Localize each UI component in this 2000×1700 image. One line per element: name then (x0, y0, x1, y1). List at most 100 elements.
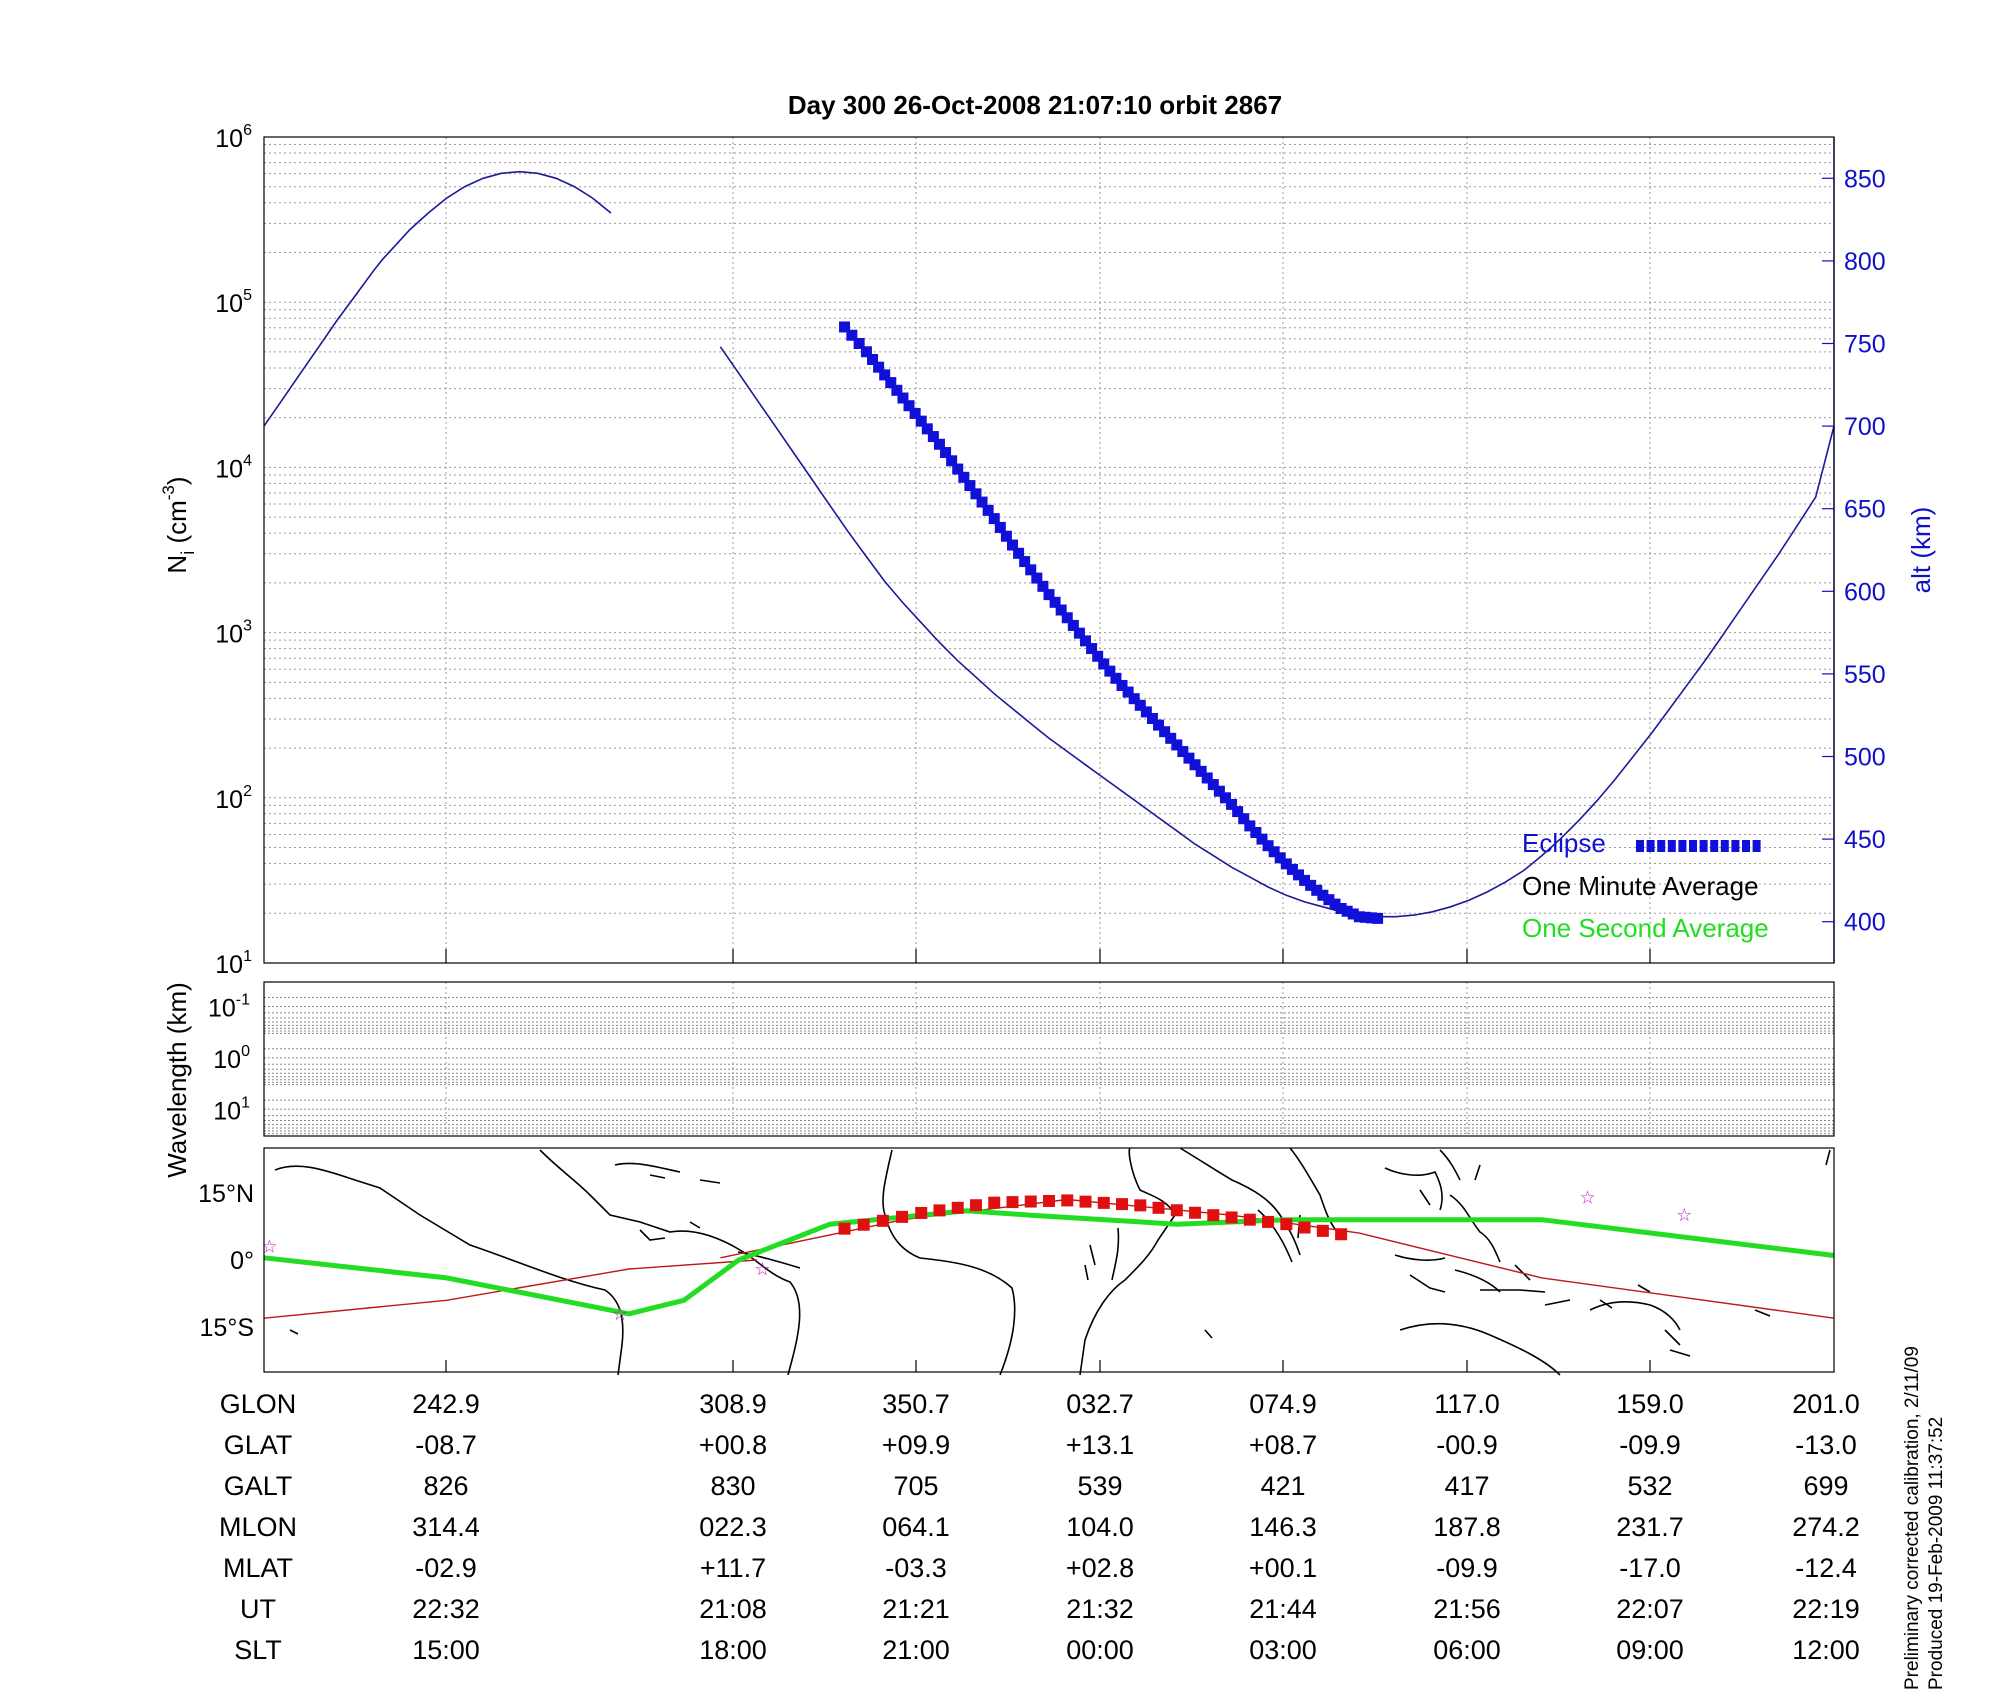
table-cell: 21:32 (1066, 1594, 1134, 1624)
table-row-label: GALT (224, 1471, 293, 1501)
legend-eclipse-swatch (1699, 840, 1708, 852)
eclipse-marker (1159, 726, 1171, 738)
eclipse-marker (1086, 643, 1098, 655)
table-cell: +02.8 (1066, 1553, 1134, 1583)
eclipse-track-marker (1043, 1194, 1055, 1207)
eclipse-marker (867, 353, 879, 365)
table-cell: 705 (893, 1471, 938, 1501)
eclipse-marker (1286, 863, 1298, 875)
table-cell: 22:19 (1792, 1594, 1860, 1624)
altitude-y-ticks: 400 450 500 550 600 650 700 750 800 850 (1822, 165, 1886, 937)
eclipse-marker (1092, 650, 1104, 662)
station-star-marker: ☆ (261, 1237, 277, 1258)
eclipse-marker (1207, 779, 1219, 791)
eclipse-marker (1256, 833, 1268, 845)
eclipse-track-marker (1006, 1196, 1019, 1209)
eclipse-marker (1116, 679, 1128, 691)
eclipse-track-marker (1225, 1211, 1238, 1224)
eclipse-marker (1347, 908, 1359, 920)
chart-title: Day 300 26-Oct-2008 21:07:10 orbit 2867 (788, 90, 1282, 120)
eclipse-marker (1341, 905, 1353, 917)
eclipse-track-marker (857, 1218, 870, 1231)
eclipse-marker (1213, 785, 1225, 797)
eclipse-track-marker (1116, 1198, 1129, 1211)
density-y-tick-label: 101 (215, 948, 252, 979)
table-cell: 21:44 (1249, 1594, 1317, 1624)
eclipse-marker (1226, 798, 1238, 810)
altitude-tick-label: 600 (1844, 578, 1886, 606)
legend-eclipse-swatch (1689, 840, 1697, 852)
eclipse-marker (909, 407, 921, 419)
eclipse-marker (1134, 699, 1146, 711)
eclipse-marker (1299, 874, 1311, 886)
eclipse-marker (1280, 858, 1292, 870)
wavelength-y-axis-label: Wavelength (km) (162, 982, 192, 1178)
ephemeris-table: GLON GLAT GALT MLON MLAT UT SLT 242.9 -08.7 826 31… (219, 1389, 1860, 1665)
table-cell: 532 (1627, 1471, 1672, 1501)
density-y-axis-label: Ni (cm-3) (159, 476, 198, 573)
eclipse-marker (873, 361, 885, 373)
table-cell: -00.9 (1436, 1430, 1498, 1460)
eclipse-marker (1274, 852, 1286, 864)
eclipse-marker (897, 392, 909, 404)
eclipse-marker (1372, 912, 1384, 924)
altitude-tick-label: 550 (1844, 661, 1886, 689)
eclipse-marker (1122, 686, 1134, 698)
eclipse-track-marker (1335, 1228, 1348, 1241)
eclipse-marker (976, 496, 988, 508)
eclipse-marker (933, 438, 945, 450)
altitude-tick-label: 750 (1844, 331, 1886, 359)
altitude-tick-label: 850 (1844, 165, 1886, 193)
legend-eclipse-swatch (1646, 840, 1655, 852)
eclipse-marker (1195, 765, 1207, 777)
eclipse-marker (1006, 539, 1018, 551)
eclipse-marker (958, 471, 970, 483)
table-cell: +00.1 (1249, 1553, 1317, 1583)
table-cell: 21:00 (882, 1635, 950, 1665)
eclipse-marker (1146, 713, 1158, 725)
table-cell: 21:08 (699, 1594, 767, 1624)
eclipse-marker (1104, 665, 1116, 677)
legend-eclipse-swatch (1710, 840, 1719, 852)
table-row-label: GLAT (224, 1430, 293, 1460)
eclipse-marker (1311, 884, 1323, 896)
eclipse-track-marker (915, 1206, 928, 1219)
eclipse-marker (846, 329, 858, 341)
eclipse-track-marker (1280, 1218, 1293, 1231)
eclipse-marker (982, 504, 994, 516)
altitude-line (263, 170, 612, 427)
latitude-tick-label: 0° (230, 1247, 254, 1275)
eclipse-track-marker (1134, 1199, 1147, 1212)
table-row-label: GLON (220, 1389, 297, 1419)
table-cell: +11.7 (700, 1553, 766, 1583)
eclipse-marker (1292, 869, 1304, 881)
table-cell: 064.1 (882, 1512, 950, 1542)
table-cell: -09.9 (1619, 1430, 1681, 1460)
legend-eclipse-swatch (1667, 840, 1676, 852)
eclipse-marker (1080, 635, 1092, 647)
eclipse-marker (1329, 898, 1341, 910)
eclipse-track-marker (1079, 1195, 1092, 1208)
eclipse-marker (1359, 911, 1371, 923)
eclipse-marker (915, 415, 927, 427)
eclipse-marker (885, 377, 897, 389)
table-cell: 104.0 (1066, 1512, 1134, 1542)
table-cell: 117.0 (1434, 1389, 1500, 1419)
eclipse-track-marker (1316, 1224, 1329, 1237)
wavelength-y-ticks: 10-1 100 101 (208, 992, 250, 1126)
table-cell: 421 (1260, 1471, 1305, 1501)
station-star-marker: ☆ (1676, 1205, 1692, 1226)
eclipse-marker (839, 321, 851, 333)
eclipse-track-marker (951, 1201, 964, 1214)
coastline-outline (274, 1147, 1831, 1376)
eclipse-marker (1031, 572, 1043, 584)
eclipse-marker (1019, 556, 1031, 568)
altitude-tick-label: 400 (1844, 909, 1886, 937)
density-y-tick-label: 106 (215, 122, 252, 153)
eclipse-track-marker (1189, 1206, 1202, 1219)
altitude-tick-label: 450 (1844, 826, 1886, 854)
eclipse-marker (1073, 627, 1085, 639)
table-cell: -02.9 (415, 1553, 477, 1583)
eclipse-marker (946, 455, 958, 467)
